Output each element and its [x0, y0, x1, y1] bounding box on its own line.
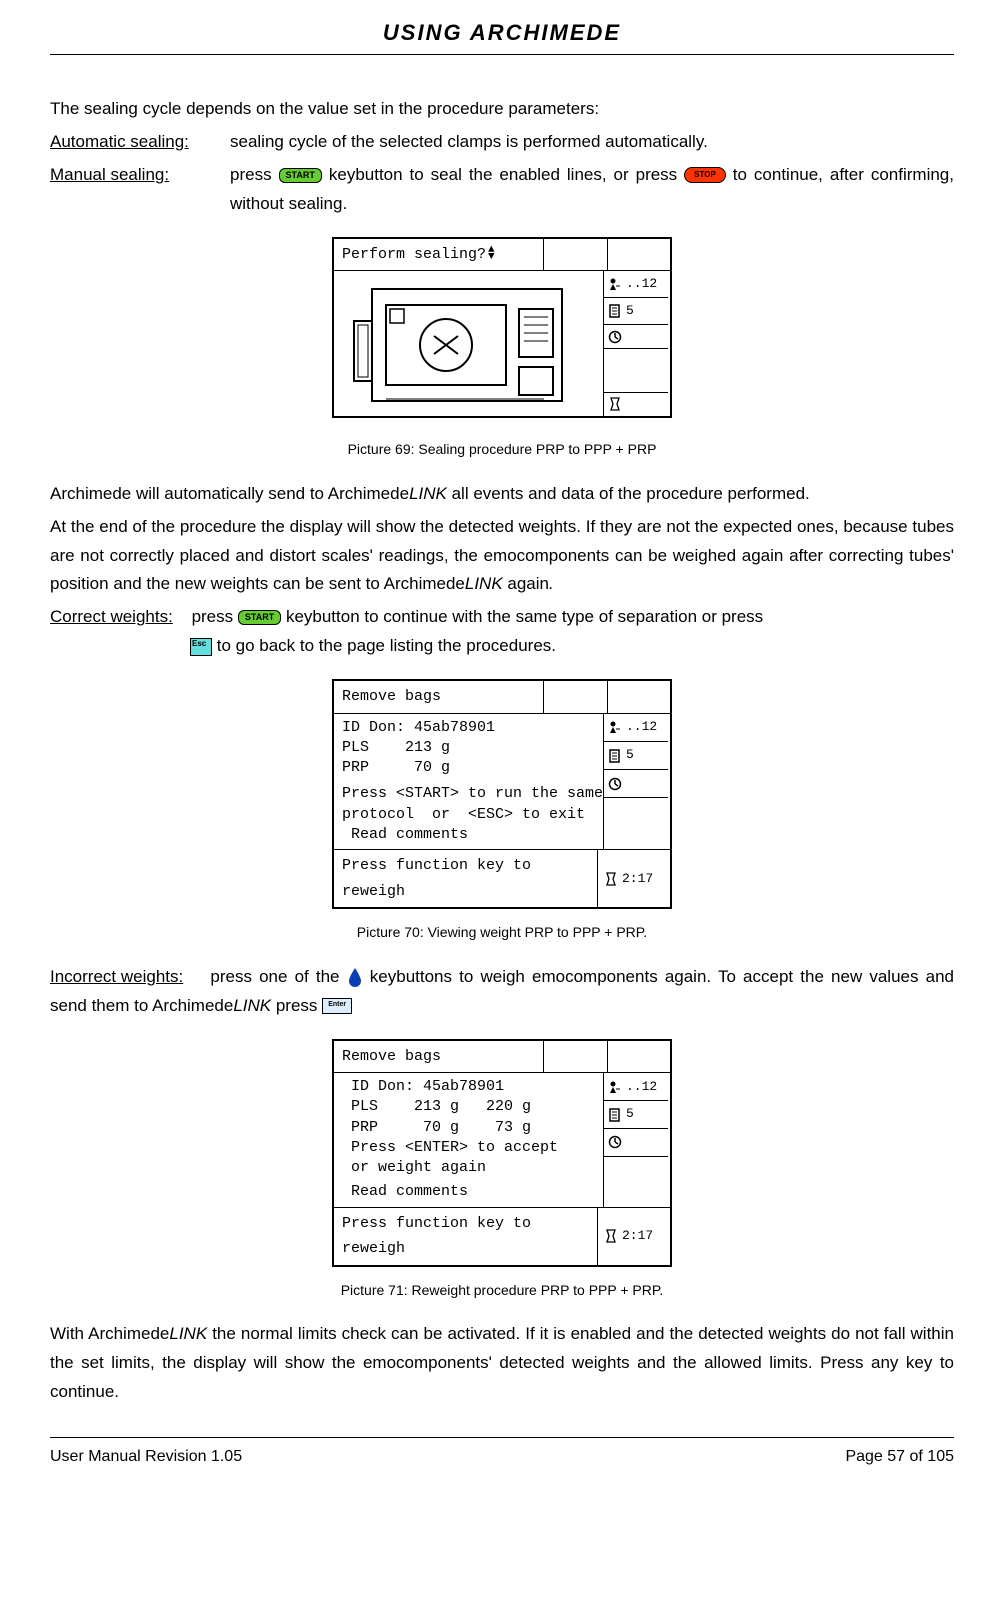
enter-button-icon: Enter: [322, 998, 352, 1014]
page-title: USING ARCHIMEDE: [50, 20, 954, 46]
correct-weights-pre: press: [192, 607, 238, 626]
fig71-body: ID Don: 45ab78901 PLS 213 g 220 g PRP 70…: [334, 1073, 604, 1207]
manual-sealing-row: Manual sealing: press START keybutton to…: [50, 161, 954, 219]
fig69-side-3: [604, 325, 668, 349]
fig69-title: Perform sealing?▲▼: [334, 239, 544, 271]
drop-icon: [347, 967, 363, 987]
auto-sealing-label: Automatic sealing:: [50, 128, 230, 157]
figure-70-caption: Picture 70: Viewing weight PRP to PPP + …: [50, 921, 954, 945]
footer-left: User Manual Revision 1.05: [50, 1448, 242, 1466]
manual-sealing-pre: press: [230, 165, 279, 184]
figure-69-caption: Picture 69: Sealing procedure PRP to PPP…: [50, 438, 954, 462]
fig70-footer: Press function key to reweigh: [334, 850, 598, 907]
fig71-side-2: 5: [604, 1101, 668, 1129]
footer-rule: [50, 1437, 954, 1438]
figure-71-caption: Picture 71: Reweight procedure PRP to PP…: [50, 1279, 954, 1303]
fig69-device-drawing: [334, 271, 604, 416]
figure-71: Remove bags ID Don: 45ab78901 PLS 213 g …: [50, 1039, 954, 1267]
fig71-side-3: [604, 1129, 668, 1157]
fig71-side-1: ..12: [604, 1073, 668, 1101]
start-button-icon: START: [238, 610, 281, 625]
fig70-side-2: 5: [604, 742, 668, 770]
fig69-side-5: [604, 393, 668, 416]
fig71-footer: Press function key to reweigh: [334, 1208, 598, 1265]
page-footer: User Manual Revision 1.05 Page 57 of 105: [50, 1448, 954, 1466]
auto-sealing-text: sealing cycle of the selected clamps is …: [230, 128, 954, 157]
fig70-body: ID Don: 45ab78901 PLS 213 g PRP 70 g Pre…: [334, 714, 604, 850]
para-2: Archimede will automatically send to Arc…: [50, 480, 954, 509]
incorrect-weights-pre: press one of the: [210, 967, 346, 986]
correct-weights-row: Correct weights: press START keybutton t…: [50, 603, 954, 661]
scroll-arrows-icon: ▲▼: [488, 247, 495, 260]
incorrect-weights-label: Incorrect weights:: [50, 963, 183, 992]
figure-70: Remove bags ID Don: 45ab78901 PLS 213 g …: [50, 679, 954, 909]
header-rule: [50, 54, 954, 55]
final-para: With ArchimedeLINK the normal limits che…: [50, 1320, 954, 1407]
fig70-title: Remove bags: [334, 681, 544, 713]
fig70-side-1: ..12: [604, 714, 668, 742]
start-button-icon: START: [279, 168, 322, 183]
incorrect-weights-mid: keybuttons to weigh emocomponents again.…: [50, 967, 954, 1015]
manual-sealing-mid: keybutton to seal the enabled lines, or …: [329, 165, 684, 184]
correct-weights-post: to go back to the page listing the proce…: [217, 636, 556, 655]
fig69-side-2: 5: [604, 298, 668, 325]
fig70-side-4: [604, 798, 668, 849]
fig71-side-4: [604, 1157, 668, 1207]
fig69-side-4: [604, 349, 668, 392]
fig71-time: 2:17: [598, 1211, 662, 1262]
incorrect-weights-row: Incorrect weights: press one of the keyb…: [50, 963, 954, 1021]
stop-button-icon: STOP: [684, 167, 726, 183]
fig71-title: Remove bags: [334, 1041, 544, 1073]
correct-weights-mid: keybutton to continue with the same type…: [286, 607, 763, 626]
intro-text: The sealing cycle depends on the value s…: [50, 95, 954, 124]
footer-right: Page 57 of 105: [845, 1448, 954, 1466]
para-3: At the end of the procedure the display …: [50, 513, 954, 600]
esc-button-icon: Esc: [190, 638, 212, 656]
fig69-side-1: ..12: [604, 271, 668, 298]
manual-sealing-label: Manual sealing:: [50, 161, 230, 219]
auto-sealing-row: Automatic sealing: sealing cycle of the …: [50, 128, 954, 157]
manual-sealing-text: press START keybutton to seal the enable…: [230, 161, 954, 219]
fig70-time: 2:17: [598, 853, 662, 904]
fig70-side-3: [604, 770, 668, 798]
correct-weights-label: Correct weights:: [50, 603, 173, 632]
figure-69: Perform sealing?▲▼: [50, 237, 954, 426]
